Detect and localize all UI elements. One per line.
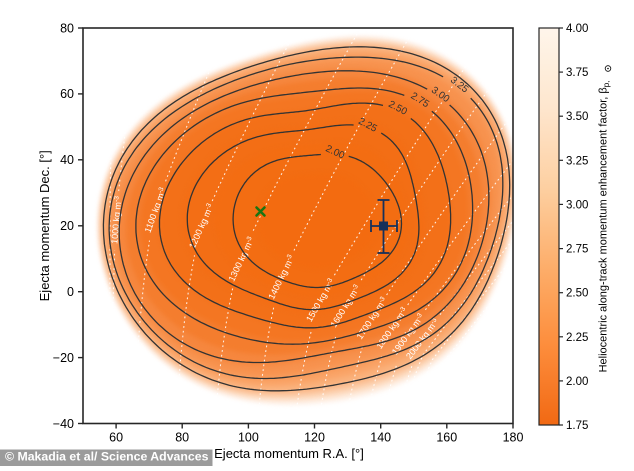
svg-text:40: 40 [60, 153, 74, 167]
svg-text:1.75: 1.75 [566, 420, 588, 432]
svg-text:80: 80 [60, 21, 74, 35]
svg-text:3.50: 3.50 [566, 111, 588, 123]
svg-text:1000 kg m-3: 1000 kg m-3 [109, 195, 123, 244]
svg-text:2.75: 2.75 [566, 244, 588, 256]
svg-text:Heliocentric along-track momen: Heliocentric along-track momentum enhanc… [598, 81, 612, 373]
svg-text:60: 60 [109, 431, 123, 445]
svg-text:−20: −20 [53, 351, 74, 365]
svg-text:180: 180 [503, 431, 524, 445]
svg-text:© Makadia et al/ Science Advan: © Makadia et al/ Science Advances [5, 450, 209, 464]
svg-text:4.00: 4.00 [566, 23, 588, 35]
svg-text:2.25: 2.25 [566, 332, 588, 344]
svg-text:Ejecta momentum R.A. [°]: Ejecta momentum R.A. [°] [214, 446, 364, 461]
svg-text:60: 60 [60, 87, 74, 101]
svg-text:0: 0 [67, 285, 74, 299]
svg-text:140: 140 [370, 431, 391, 445]
svg-text:2.00: 2.00 [566, 376, 588, 388]
svg-text:Ejecta momentum Dec. [°]: Ejecta momentum Dec. [°] [37, 150, 52, 301]
svg-text:160: 160 [436, 431, 457, 445]
svg-text:20: 20 [60, 219, 74, 233]
svg-text:−40: −40 [53, 417, 74, 431]
svg-text:100: 100 [238, 431, 259, 445]
svg-text:3.25: 3.25 [566, 155, 588, 167]
svg-text:120: 120 [304, 431, 325, 445]
svg-text:80: 80 [175, 431, 189, 445]
svg-text:3.00: 3.00 [566, 199, 588, 211]
svg-text:2.50: 2.50 [566, 288, 588, 300]
svg-text:3.75: 3.75 [566, 67, 588, 79]
